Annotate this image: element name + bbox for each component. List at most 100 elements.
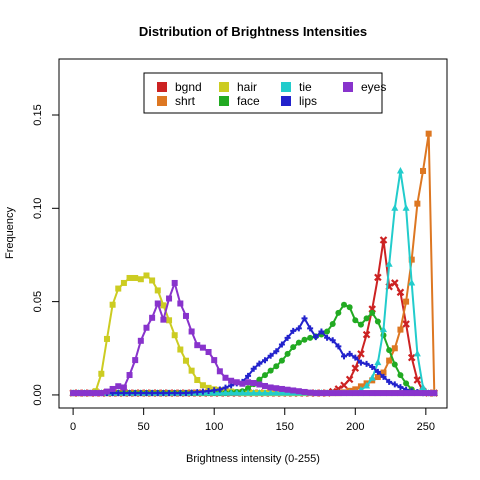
- data-point-tie: [278, 389, 286, 396]
- legend-swatch-shrt: [157, 96, 167, 106]
- x-tick-label: 50: [138, 421, 150, 433]
- data-point-face: [307, 334, 314, 341]
- data-point-eyes: [98, 390, 105, 397]
- data-point-hair: [171, 332, 178, 339]
- data-point-hair: [137, 276, 144, 283]
- data-point-bgnd: [351, 364, 360, 372]
- data-point-eyes: [75, 390, 82, 397]
- data-point-eyes: [403, 390, 410, 397]
- data-point-shrt: [380, 369, 387, 376]
- data-point-eyes: [137, 337, 144, 344]
- data-point-lips: [166, 390, 173, 397]
- data-point-shrt: [403, 298, 410, 305]
- data-point-eyes: [81, 390, 88, 397]
- data-point-lips: [177, 390, 184, 397]
- data-point-lips: [149, 390, 156, 397]
- data-point-hair: [115, 285, 122, 292]
- data-point-hair: [182, 357, 189, 364]
- data-point-face: [261, 372, 268, 379]
- data-point-lips: [205, 388, 212, 395]
- data-point-shrt: [425, 130, 432, 137]
- x-tick-label: 100: [205, 421, 223, 433]
- data-point-shrt: [420, 167, 427, 174]
- data-point-lips: [307, 325, 314, 332]
- data-point-eyes: [115, 383, 122, 390]
- data-point-lips: [267, 352, 274, 359]
- data-point-shrt: [391, 345, 398, 352]
- data-point-eyes: [261, 382, 268, 389]
- data-point-lips: [335, 343, 342, 350]
- data-point-eyes: [222, 374, 229, 381]
- data-point-hair: [205, 384, 212, 391]
- data-point-bgnd: [391, 279, 399, 287]
- data-point-tie: [419, 383, 427, 390]
- data-point-lips: [329, 337, 336, 344]
- series-layer: [69, 130, 439, 397]
- data-point-bgnd: [362, 330, 371, 339]
- data-point-lips: [386, 378, 393, 385]
- data-point-eyes: [92, 390, 99, 397]
- data-point-eyes: [171, 279, 178, 286]
- data-point-eyes: [329, 390, 336, 397]
- data-point-lips: [363, 360, 370, 367]
- data-point-tie: [250, 389, 258, 396]
- data-point-face: [278, 357, 285, 364]
- x-tick-label: 150: [276, 421, 294, 433]
- data-point-face: [256, 376, 263, 383]
- data-point-eyes: [391, 390, 398, 397]
- data-point-eyes: [318, 390, 325, 397]
- data-point-face: [335, 309, 342, 316]
- data-point-eyes: [143, 324, 150, 331]
- data-point-shrt: [374, 374, 381, 381]
- legend-swatch-eyes: [343, 82, 353, 92]
- data-point-tie: [227, 389, 235, 396]
- data-point-eyes: [346, 390, 353, 397]
- data-point-face: [284, 350, 291, 357]
- data-point-eyes: [87, 390, 94, 397]
- data-point-hair: [166, 317, 173, 324]
- data-point-tie: [233, 389, 241, 396]
- data-point-eyes: [228, 377, 235, 384]
- series-eyes: [70, 279, 438, 397]
- data-point-face: [273, 363, 280, 370]
- data-point-bgnd: [379, 236, 388, 244]
- data-point-face: [357, 321, 364, 328]
- data-point-face: [374, 318, 381, 325]
- x-axis-label: Brightness intensity (0-255): [186, 453, 320, 465]
- data-point-hair: [132, 274, 139, 281]
- data-point-tie: [402, 204, 410, 211]
- legend-label-hair: hair: [237, 80, 257, 94]
- data-point-hair: [177, 346, 184, 353]
- data-point-eyes: [239, 380, 246, 387]
- data-point-tie: [385, 260, 393, 267]
- data-point-shrt: [414, 200, 421, 207]
- legend-label-shrt: shrt: [175, 94, 196, 108]
- data-point-eyes: [380, 390, 387, 397]
- data-point-eyes: [233, 379, 240, 386]
- data-point-eyes: [120, 384, 127, 391]
- y-axis-label: Frequency: [4, 207, 16, 259]
- chart-title: Distribution of Brightness Intensities: [139, 24, 367, 39]
- data-point-lips: [182, 390, 189, 397]
- legend-swatch-bgnd: [157, 82, 167, 92]
- data-point-lips: [261, 357, 268, 364]
- data-point-face: [341, 301, 348, 308]
- data-point-hair: [126, 274, 133, 281]
- data-point-lips: [295, 325, 302, 332]
- y-axis: 0.00 0.05 0.10 0.15: [32, 104, 60, 406]
- data-point-shrt: [386, 357, 393, 364]
- data-point-shrt: [408, 256, 415, 263]
- data-point-eyes: [132, 357, 139, 364]
- data-point-tie: [380, 325, 388, 333]
- data-point-tie: [255, 389, 263, 396]
- legend-swatch-face: [219, 96, 229, 106]
- data-point-face: [324, 328, 331, 335]
- data-point-bgnd: [413, 376, 422, 384]
- data-point-lips: [160, 390, 167, 397]
- data-point-tie: [396, 166, 404, 174]
- legend-swatch-hair: [219, 82, 229, 92]
- legend-box: [143, 72, 383, 114]
- data-point-lips: [188, 389, 195, 396]
- data-point-lips: [397, 384, 404, 391]
